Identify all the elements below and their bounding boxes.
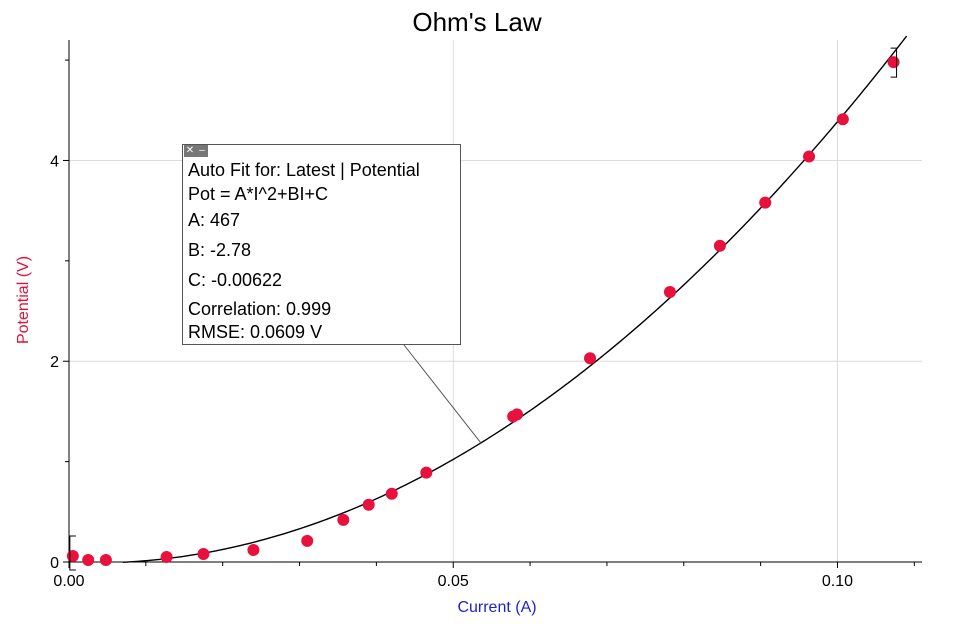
annotation-controls[interactable]: ✕ –	[184, 145, 208, 157]
data-point	[247, 543, 260, 556]
chart-title: Ohm's Law	[412, 7, 541, 37]
data-point	[420, 466, 433, 479]
ticks: 0.00 0.05 0.10 0 2 4	[50, 59, 915, 590]
range-brackets[interactable]	[69, 47, 898, 571]
data-point	[301, 534, 314, 547]
fit-correlation: Correlation: 0.999	[188, 299, 332, 319]
fit-rmse: RMSE: 0.0609 V	[188, 322, 323, 342]
x-tick-label: 0.00	[53, 573, 84, 590]
fit-param-c: C: -0.00622	[188, 270, 283, 290]
data-points	[66, 56, 900, 566]
annotation-pointer	[403, 344, 482, 444]
data-point	[160, 550, 173, 563]
fit-heading: Auto Fit for: Latest | Potential	[188, 160, 420, 180]
data-point	[99, 553, 112, 566]
x-tick-label: 0.10	[822, 573, 853, 590]
data-point	[663, 285, 676, 298]
data-point	[66, 549, 79, 562]
y-tick-label: 0	[50, 555, 59, 572]
data-point	[197, 547, 210, 560]
data-point	[759, 196, 772, 209]
y-tick-label: 4	[50, 153, 59, 170]
data-point	[887, 56, 900, 69]
data-point	[803, 150, 816, 163]
data-point	[713, 239, 726, 252]
data-point	[385, 487, 398, 500]
x-axis-label: Current (A)	[457, 599, 536, 616]
data-point	[836, 113, 849, 126]
data-point	[362, 498, 375, 511]
minimize-icon[interactable]: –	[196, 145, 208, 157]
data-point	[337, 513, 350, 526]
data-point	[82, 553, 95, 566]
axes	[68, 40, 922, 563]
range-end-bracket[interactable]	[890, 47, 898, 78]
y-tick-label: 2	[50, 354, 59, 371]
data-point	[511, 408, 524, 421]
auto-fit-annotation[interactable]: ✕ – Auto Fit for: Latest | Potential Pot…	[182, 144, 461, 345]
x-tick-label: 0.05	[438, 573, 469, 590]
data-point	[584, 352, 597, 365]
fit-param-a: A: 467	[188, 210, 241, 230]
fit-equation: Pot = A*I^2+BI+C	[188, 184, 329, 204]
close-icon[interactable]: ✕	[184, 145, 196, 157]
y-axis-label: Potential (V)	[15, 256, 32, 344]
range-start-bracket[interactable]	[69, 535, 76, 571]
fit-param-b: B: -2.78	[188, 240, 252, 260]
